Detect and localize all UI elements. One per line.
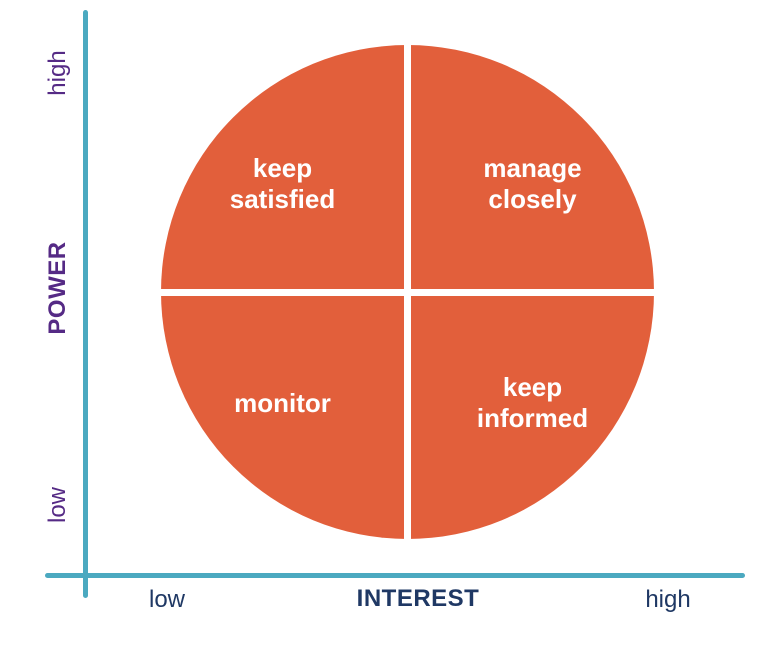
y-axis-high-label: high <box>44 50 71 96</box>
y-axis-title: POWER <box>44 241 71 335</box>
y-axis-line <box>83 10 88 598</box>
x-axis-line <box>45 573 745 578</box>
quadrant-manage-closely: manage closely <box>411 45 654 289</box>
stakeholder-circle: keep satisfied manage closely monitor ke… <box>161 45 654 539</box>
x-axis-low-label: low <box>148 586 186 613</box>
y-axis-low-label: low <box>44 486 71 524</box>
quadrant-keep-informed-label: keep informed <box>476 372 589 434</box>
quadrant-monitor: monitor <box>161 295 404 539</box>
quadrant-monitor-label: monitor <box>234 387 331 418</box>
quadrant-keep-satisfied: keep satisfied <box>161 45 404 289</box>
quadrant-manage-closely-label: manage closely <box>483 152 582 214</box>
x-axis-title: INTEREST <box>356 585 480 612</box>
quadrant-keep-satisfied-label: keep satisfied <box>229 152 336 214</box>
quadrant-keep-informed: keep informed <box>411 295 654 539</box>
x-axis-high-label: high <box>645 586 691 613</box>
